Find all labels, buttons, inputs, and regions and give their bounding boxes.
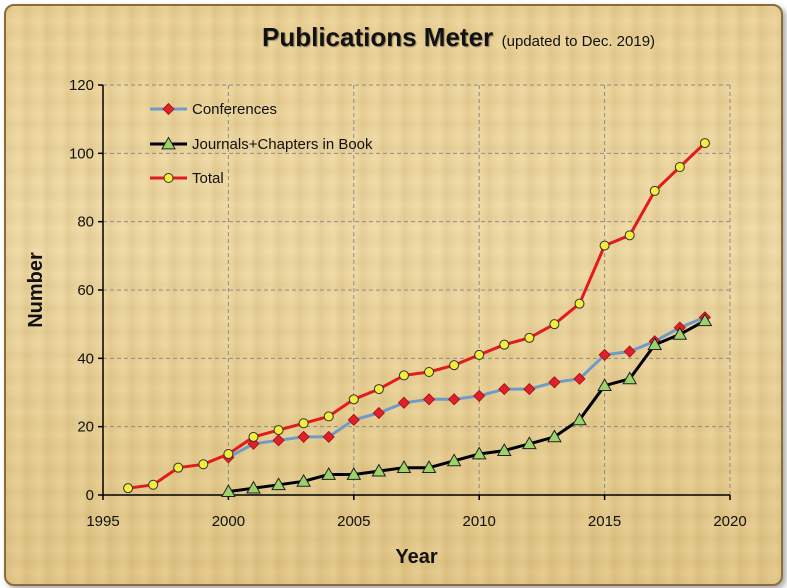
data-point <box>321 466 337 480</box>
data-point <box>296 473 312 487</box>
data-point <box>647 337 663 351</box>
legend-item: Total <box>150 170 224 187</box>
data-point <box>246 480 261 494</box>
data-point <box>498 383 511 396</box>
data-point <box>573 372 586 385</box>
data-point <box>572 412 587 426</box>
data-point <box>672 326 688 340</box>
data-point <box>273 425 284 436</box>
data-point <box>547 429 562 443</box>
data-point <box>574 298 585 309</box>
data-point <box>272 434 285 447</box>
y-tick-label: 20 <box>77 419 94 436</box>
data-point <box>548 376 561 389</box>
data-point <box>549 319 560 330</box>
data-point <box>248 431 259 442</box>
data-point <box>623 345 636 358</box>
x-tick-label: 2015 <box>588 513 621 530</box>
data-point <box>348 394 359 405</box>
x-axis-title: Year <box>395 546 437 568</box>
data-point <box>448 393 461 406</box>
data-point <box>373 384 384 395</box>
chart-subtitle: (updated to Dec. 2019) <box>501 33 656 50</box>
data-point <box>297 430 310 443</box>
data-point <box>699 138 710 149</box>
data-point <box>421 460 437 474</box>
chart-title-line: Publications Meter (updated to Dec. 2019… <box>262 22 655 53</box>
data-point <box>323 411 334 422</box>
data-point <box>597 378 612 392</box>
data-point <box>524 332 535 343</box>
legend-marker <box>162 102 175 116</box>
data-point <box>322 430 335 443</box>
x-tick-label: 2005 <box>337 513 370 530</box>
data-point <box>674 162 685 172</box>
series-1 <box>221 313 713 497</box>
series-line <box>127 142 706 490</box>
legend-item: Journals+Chapters in Book <box>150 136 373 153</box>
data-point <box>346 466 362 480</box>
data-point <box>697 313 713 327</box>
series-layer <box>123 138 713 497</box>
data-point <box>598 348 611 361</box>
y-tick-label: 80 <box>77 214 94 231</box>
legend: Conferences Journals+Chapters in Book Tota… <box>150 101 373 187</box>
data-point <box>446 453 462 467</box>
data-point <box>599 240 610 251</box>
data-point <box>173 462 184 473</box>
data-point <box>396 460 412 474</box>
x-tick-label: 2020 <box>713 513 746 530</box>
series-line <box>228 319 706 494</box>
data-point <box>221 484 236 497</box>
x-tick-label: 2000 <box>212 513 245 530</box>
data-point <box>198 459 209 470</box>
data-point <box>471 446 487 460</box>
series-0 <box>222 311 711 464</box>
y-axis-title: Number <box>25 252 47 328</box>
data-point <box>521 436 537 450</box>
data-point <box>474 349 485 360</box>
data-point <box>496 443 512 456</box>
data-point <box>624 230 635 241</box>
data-point <box>347 413 360 426</box>
data-point <box>473 389 486 402</box>
gridlines <box>103 84 731 495</box>
y-tick-label: 0 <box>86 487 94 504</box>
y-tick-label: 60 <box>77 282 94 299</box>
legend-marker <box>161 136 176 150</box>
data-point <box>622 371 638 385</box>
data-point <box>422 393 436 406</box>
data-point <box>298 418 309 429</box>
legend-label: Total <box>192 170 224 187</box>
legend-item: Conferences <box>150 101 277 118</box>
x-tick-label: 2010 <box>463 513 496 530</box>
y-tick-label: 40 <box>77 350 94 367</box>
legend-label: Journals+Chapters in Book <box>192 136 373 153</box>
data-point <box>398 370 409 381</box>
data-point <box>499 339 510 350</box>
data-point <box>523 383 536 396</box>
data-point <box>449 360 460 371</box>
data-point <box>649 185 660 196</box>
data-point <box>397 396 411 409</box>
chart-title: Publications Meter <box>262 22 494 52</box>
axes: 0 20 40 60 80 100 120 1995 2000 2005 2010 2015 2020 <box>69 77 747 530</box>
legend-marker <box>163 173 174 183</box>
data-point <box>372 406 385 420</box>
data-point <box>123 483 134 494</box>
data-point <box>424 367 435 377</box>
data-point <box>223 449 234 459</box>
data-point <box>271 477 286 491</box>
data-point <box>148 479 159 490</box>
series-2 <box>123 138 710 494</box>
data-point <box>371 463 387 477</box>
x-tick-label: 1995 <box>86 513 119 530</box>
legend-label: Conferences <box>192 101 277 118</box>
y-tick-label: 120 <box>69 77 94 94</box>
y-tick-label: 100 <box>69 145 94 162</box>
